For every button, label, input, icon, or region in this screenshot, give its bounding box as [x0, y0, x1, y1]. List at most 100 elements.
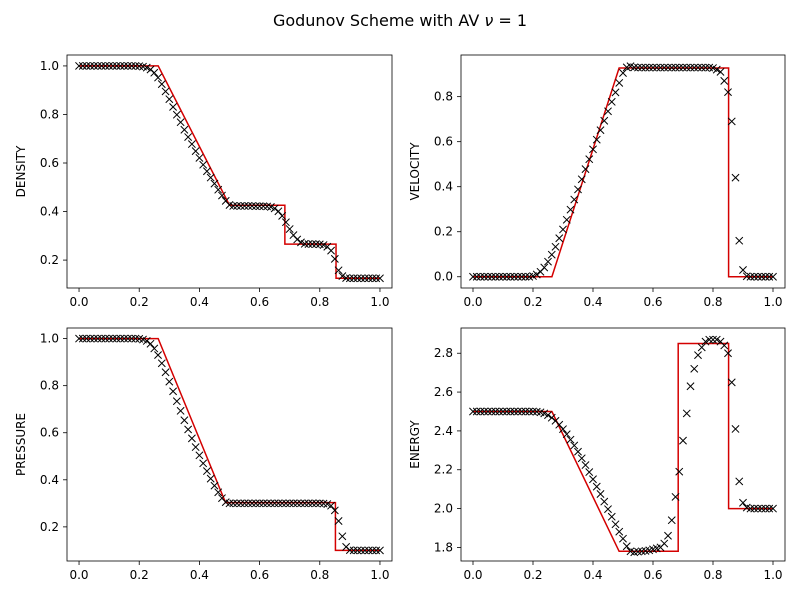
velocity-marker-point	[675, 63, 684, 72]
pressure-marker-point	[376, 546, 384, 555]
energy-plot-area	[473, 342, 773, 553]
pressure-marker-point	[105, 334, 114, 343]
velocity-plot-area	[473, 67, 773, 278]
velocity-marker-point	[690, 63, 699, 72]
pressure-marker-point	[90, 334, 99, 343]
density-marker-point	[285, 225, 294, 233]
density-marker-point	[195, 153, 204, 162]
pressure-marker-point	[297, 499, 305, 508]
energy-marker-point	[506, 407, 515, 416]
energy-marker-point	[517, 407, 526, 416]
pressure-marker-point	[338, 532, 347, 541]
density-marker-point	[270, 204, 279, 213]
velocity-numerical-markers	[469, 62, 777, 281]
density-marker-point	[90, 61, 99, 70]
energy-marker-point	[667, 516, 676, 525]
energy-xtick-label: 0.0	[463, 568, 482, 582]
pressure-marker-point	[368, 546, 377, 555]
density-marker-point	[75, 61, 83, 70]
density-marker-point	[368, 274, 377, 283]
energy-marker-point	[694, 351, 702, 360]
energy-marker-point	[574, 447, 582, 456]
energy-marker-point	[514, 407, 522, 416]
density-marker-point	[278, 211, 287, 220]
energy-marker-point	[660, 539, 669, 548]
pressure-marker-point	[278, 499, 287, 508]
velocity-marker-point	[656, 63, 665, 72]
pressure-ytick-label: 0.6	[40, 426, 59, 440]
energy-ytick-label: 2.2	[434, 463, 453, 477]
density-marker-point	[199, 160, 208, 169]
energy-marker-point	[615, 527, 624, 536]
pressure-axes-frame	[66, 327, 393, 562]
energy-marker-point	[499, 407, 507, 416]
energy-marker-point	[484, 407, 492, 416]
density-marker-point	[101, 61, 110, 70]
density-marker-point	[157, 80, 166, 89]
pressure-marker-point	[229, 499, 238, 508]
velocity-marker-point	[727, 117, 736, 126]
energy-marker-point	[720, 341, 729, 350]
pressure-subplot: 0.0 0.2 0.4 0.6 0.8 1.0 0.2 0.4 0.6 0.8 1.0 PRESSUR…	[14, 327, 393, 582]
density-xtick-label: 1.0	[370, 295, 389, 309]
velocity-marker-point	[510, 272, 519, 281]
pressure-marker-point	[206, 474, 215, 483]
density-marker-point	[202, 167, 211, 176]
energy-marker-point	[544, 411, 552, 420]
velocity-marker-point	[716, 67, 725, 76]
velocity-marker-point	[502, 272, 511, 281]
pressure-ytick-label: 0.2	[40, 520, 59, 534]
velocity-xtick-label: 0.6	[643, 295, 662, 309]
density-marker-point	[293, 235, 302, 244]
velocity-marker-point	[472, 272, 481, 281]
pressure-y-axis-label: PRESSURE	[14, 413, 28, 476]
velocity-marker-point	[664, 63, 672, 72]
pressure-marker-point	[330, 506, 339, 515]
energy-marker-point	[472, 407, 481, 416]
energy-marker-point	[589, 475, 597, 484]
density-marker-point	[259, 202, 268, 211]
density-marker-point	[360, 274, 369, 283]
density-ytick-label: 0.2	[40, 253, 59, 267]
energy-marker-point	[521, 407, 530, 416]
velocity-marker-point	[761, 272, 770, 281]
pressure-marker-point	[187, 434, 196, 443]
density-marker-point	[131, 61, 140, 70]
density-xtick-label: 0.8	[310, 295, 329, 309]
velocity-marker-point	[551, 242, 560, 251]
velocity-exact-solution-line	[473, 67, 773, 278]
density-marker-point	[169, 102, 178, 111]
velocity-marker-point	[712, 65, 721, 74]
velocity-marker-point	[757, 272, 766, 281]
velocity-marker-point	[720, 76, 729, 85]
pressure-marker-point	[300, 499, 309, 508]
pressure-xtick-label: 0.6	[250, 568, 269, 582]
velocity-marker-point	[506, 272, 515, 281]
energy-marker-point	[559, 425, 567, 434]
density-marker-point	[97, 61, 106, 70]
density-marker-point	[187, 140, 196, 149]
pressure-xtick-label: 1.0	[370, 568, 389, 582]
pressure-marker-point	[285, 499, 294, 508]
velocity-xtick-label: 1.0	[763, 295, 782, 309]
density-marker-point	[116, 61, 125, 70]
density-marker-point	[255, 202, 264, 211]
velocity-marker-point	[517, 272, 526, 281]
pressure-marker-point	[259, 499, 268, 508]
pressure-ytick-label: 1.0	[40, 332, 59, 346]
pressure-marker-point	[131, 334, 140, 343]
velocity-axes-frame	[460, 54, 786, 289]
velocity-marker-point	[667, 63, 676, 72]
density-marker-point	[248, 202, 257, 210]
density-marker-point	[176, 118, 185, 127]
pressure-marker-point	[372, 546, 381, 555]
pressure-marker-point	[236, 499, 245, 508]
pressure-marker-point	[123, 334, 132, 343]
density-marker-point	[342, 274, 351, 283]
velocity-marker-point	[769, 272, 777, 281]
energy-marker-point	[600, 497, 609, 506]
energy-ytick-label: 2.6	[434, 385, 453, 399]
density-subplot: 0.0 0.2 0.4 0.6 0.8 1.0 0.2 0.4 0.6 0.8 1.0 DENSITY	[14, 54, 393, 309]
pressure-marker-point	[357, 546, 366, 555]
pressure-marker-point	[165, 377, 174, 386]
